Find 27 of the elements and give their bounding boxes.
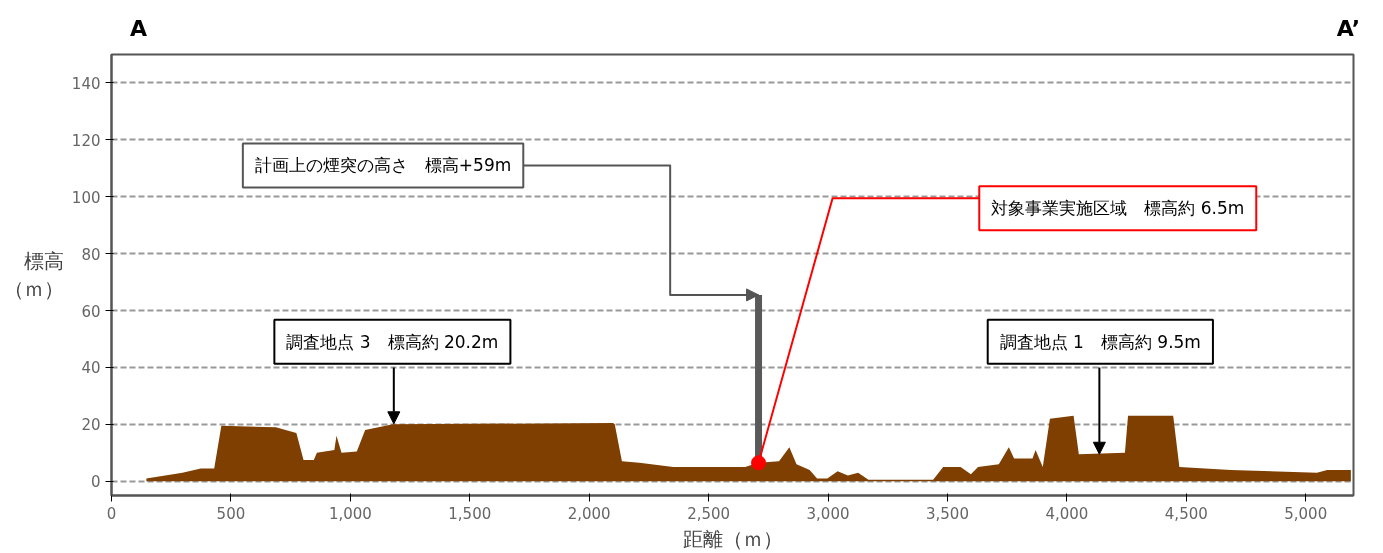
x-tick-label: 3,000: [806, 504, 850, 523]
x-tick-label: 500: [216, 504, 246, 523]
y-tick-label: 60: [81, 302, 101, 321]
y-tick-label: 0: [90, 473, 101, 492]
y-axis-title: 標高（ｍ）: [3, 248, 64, 302]
annotation: 計画上の煙突の高さ 標高+59m: [254, 155, 512, 176]
x-tick-label: 3,500: [925, 504, 969, 523]
x-tick-label: 4,500: [1164, 504, 1208, 523]
y-tick-label: 100: [71, 188, 101, 207]
annotation: 調査地点 3 標高約 20.2m: [286, 331, 499, 352]
y-tick-label: 80: [81, 245, 101, 264]
x-tick-label: 1,500: [448, 504, 492, 523]
x-tick-label: 1,000: [328, 504, 372, 523]
annotation: 対象事業実施区域 標高約 6.5m: [991, 198, 1245, 219]
annotation: 調査地点 1 標高約 9.5m: [999, 331, 1201, 352]
y-tick-label: 140: [71, 74, 101, 93]
x-tick-label: 0: [106, 504, 117, 523]
text: A: [130, 15, 148, 43]
text: A’: [1336, 15, 1360, 43]
x-tick-label: 5,000: [1284, 504, 1328, 523]
y-tick-label: 20: [81, 416, 101, 435]
x-tick-label: 4,000: [1045, 504, 1089, 523]
x-tick-label: 2,500: [687, 504, 731, 523]
x-axis-title: 距離（ｍ）: [682, 526, 783, 551]
x-tick-label: 2,000: [567, 504, 611, 523]
y-tick-label: 40: [81, 359, 101, 378]
y-tick-label: 120: [71, 131, 101, 150]
